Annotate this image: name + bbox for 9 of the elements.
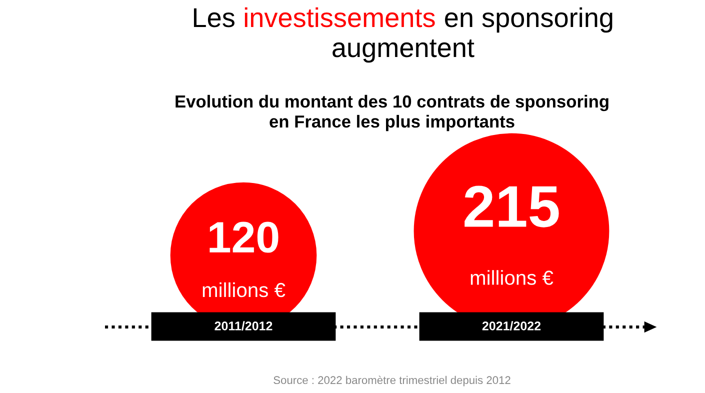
text: Les investissements en sponsoring augmentent — [194, 7, 612, 63]
category-label: 2011/2012 — [214, 321, 272, 330]
text: millions € — [470, 270, 554, 285]
data-label: 120 — [210, 222, 278, 253]
text: Evolution du montant des 10 contrats de sponsoring en France les plus importants — [176, 94, 608, 132]
source-note: Source : 2022 baromètre trimestriel depuis 2012 — [274, 376, 510, 386]
category-label: 2021/2022 — [482, 321, 541, 330]
data-label: 215 — [464, 186, 559, 228]
text: millions € — [202, 282, 286, 298]
